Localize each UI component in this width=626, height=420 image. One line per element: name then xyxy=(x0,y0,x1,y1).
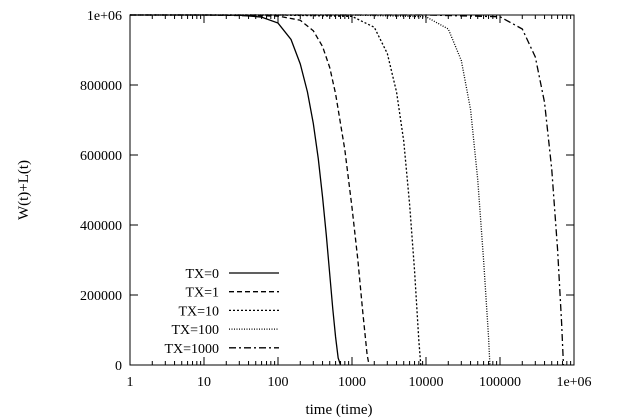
y-tick-label: 0 xyxy=(115,359,122,374)
series-line-0 xyxy=(130,14,342,366)
legend-label: TX=100 xyxy=(171,323,219,338)
legend-label: TX=10 xyxy=(178,304,219,319)
x-tick-label: 10000 xyxy=(409,375,444,390)
legend-label: TX=1 xyxy=(185,286,219,301)
tick-labels: 1 10 100 1000 10000 100000 1e+06 0 200000 400000 6… xyxy=(80,9,592,390)
x-axis-label: time (time) xyxy=(305,402,372,418)
series-line-3 xyxy=(130,14,491,366)
y-tick-label: 1e+06 xyxy=(87,9,122,24)
x-tick-label: 1e+06 xyxy=(556,375,591,390)
y-tick-label: 800000 xyxy=(80,79,122,94)
y-tick-label: 400000 xyxy=(80,219,122,234)
x-tick-label: 1000 xyxy=(338,375,366,390)
y-tick-label: 200000 xyxy=(80,289,122,304)
legend-label: TX=0 xyxy=(185,267,219,282)
x-tick-label: 100 xyxy=(268,375,289,390)
series-line-4 xyxy=(130,14,565,366)
x-tick-label: 1 xyxy=(127,375,134,390)
series-line-2 xyxy=(130,14,422,366)
y-axis-label: W(t)+L(t) xyxy=(16,160,32,220)
series-lines xyxy=(130,14,565,366)
x-tick-label: 100000 xyxy=(479,375,521,390)
series-line-1 xyxy=(130,14,370,366)
legend: TX=0 TX=1 TX=10 TX=100 TX=1000 xyxy=(164,267,279,357)
x-tick-label: 10 xyxy=(197,375,211,390)
y-tick-label: 600000 xyxy=(80,149,122,164)
legend-label: TX=1000 xyxy=(164,342,219,357)
